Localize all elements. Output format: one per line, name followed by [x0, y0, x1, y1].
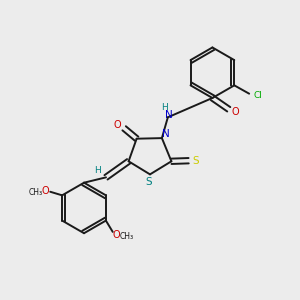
Text: O: O [114, 120, 122, 130]
Text: O: O [112, 230, 120, 241]
Text: N: N [165, 110, 173, 120]
Text: CH₃: CH₃ [28, 188, 42, 197]
Text: H: H [94, 166, 100, 175]
Text: H: H [161, 103, 168, 112]
Text: O: O [232, 107, 239, 117]
Text: N: N [163, 129, 170, 139]
Text: Cl: Cl [253, 91, 262, 100]
Text: S: S [146, 176, 152, 187]
Text: S: S [193, 156, 199, 166]
Text: CH₃: CH₃ [120, 232, 134, 241]
Text: O: O [42, 186, 49, 196]
